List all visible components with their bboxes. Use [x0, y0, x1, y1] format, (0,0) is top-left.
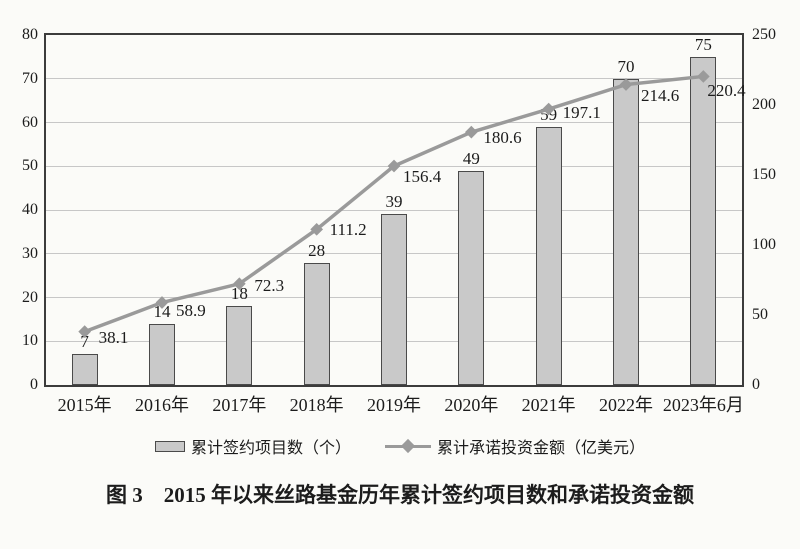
diamond-marker: [387, 159, 401, 173]
bar-value-label: 75: [694, 34, 712, 54]
bar-value-label: 49: [462, 148, 480, 168]
bar: [613, 78, 639, 385]
diamond-marker: [232, 277, 246, 291]
line-value-label: 197.1: [562, 103, 601, 123]
right-axis-tick-label: 200: [752, 96, 776, 113]
diamond-marker: [155, 296, 169, 309]
left-axis-tick-label: 10: [22, 332, 38, 350]
bar-swatch-icon: [154, 440, 185, 452]
line-value-label: 180.6: [483, 128, 522, 148]
figure-caption: 图 3 2015 年以来丝路基金历年累计签约项目数和承诺投资金额: [106, 483, 694, 507]
line-value-label: 156.4: [403, 167, 442, 187]
bar: [381, 214, 407, 385]
right-axis-tick-label: 100: [752, 236, 776, 253]
right-axis-tick-label: 0: [752, 376, 760, 393]
line-value-label: 214.6: [641, 85, 680, 105]
bar: [535, 126, 562, 385]
line-value-label: 111.2: [329, 220, 367, 240]
x-axis-category-label: 2016年: [135, 395, 189, 415]
x-axis-category-label: 2017年: [212, 395, 267, 415]
legend-label-line-series: 累计承诺投资金额（亿美元）: [437, 440, 646, 457]
x-axis-category-label: 2015年: [57, 395, 112, 415]
legend-item-bar-series: 累计签约项目数（个）: [154, 434, 351, 458]
left-axis-tick-label: 0: [30, 376, 38, 393]
right-axis-tick-label: 50: [752, 306, 768, 323]
legend-label-bar-series: 累计签约项目数（个）: [190, 440, 351, 457]
bar-value-label: 7: [80, 332, 89, 352]
left-axis-tick-label: 30: [22, 244, 38, 262]
diamond-marker: [78, 325, 92, 339]
right-axis-tick-label: 250: [752, 26, 776, 43]
bar-value-label: 14: [153, 301, 171, 321]
x-axis-category-label: 2023年6月: [662, 395, 744, 415]
line-series: [78, 70, 710, 339]
line-diamond-swatch-icon: [385, 438, 431, 454]
bar: [458, 170, 485, 385]
line-path: [84, 74, 704, 334]
diamond-marker: [310, 222, 324, 236]
diamond-marker: [464, 125, 478, 139]
legend-item-line-series: 累计承诺投资金额（亿美元）: [385, 434, 645, 458]
bar: [690, 56, 717, 385]
plot-area: 7141828394959707538.158.972.3111.2156.41…: [44, 33, 746, 387]
left-axis-tick-label: 40: [22, 201, 38, 218]
x-axis-category-label: 2019年: [367, 395, 421, 415]
left-axis-tick-label: 80: [22, 26, 38, 43]
diamond-marker-icon: [400, 438, 416, 454]
bar: [226, 306, 253, 385]
left-axis-tick-label: 70: [22, 69, 38, 87]
left-axis-tick-label: 20: [22, 288, 38, 306]
bar-value-label: 18: [230, 284, 248, 304]
x-axis-category-label: 2020年: [444, 395, 499, 415]
diamond-marker: [542, 102, 556, 116]
line-value-label: 72.3: [254, 275, 285, 295]
bar-value-label: 39: [385, 192, 403, 212]
x-axis-category-label: 2021年: [521, 395, 576, 415]
left-axis-tick-label: 50: [22, 157, 38, 175]
gridline: [46, 78, 742, 80]
bar: [303, 262, 330, 385]
line-value-label: 38.1: [98, 327, 129, 347]
left-axis-tick-label: 60: [22, 113, 38, 131]
line-value-label: 58.9: [176, 300, 206, 320]
x-axis-category-label: 2018年: [289, 395, 344, 415]
x-axis-category-label: 2022年: [599, 395, 653, 415]
gridline: [46, 122, 742, 123]
bar-value-label: 70: [617, 56, 635, 76]
bar: [71, 354, 98, 385]
diamond-marker: [619, 78, 633, 91]
bar: [149, 323, 175, 385]
gridline: [46, 209, 742, 211]
legend: 累计签约项目数（个） 累计承诺投资金额（亿美元）: [0, 434, 800, 458]
bar-value-label: 28: [308, 240, 326, 260]
line-value-label: 220.4: [707, 81, 746, 101]
right-axis-tick-label: 150: [752, 166, 776, 183]
